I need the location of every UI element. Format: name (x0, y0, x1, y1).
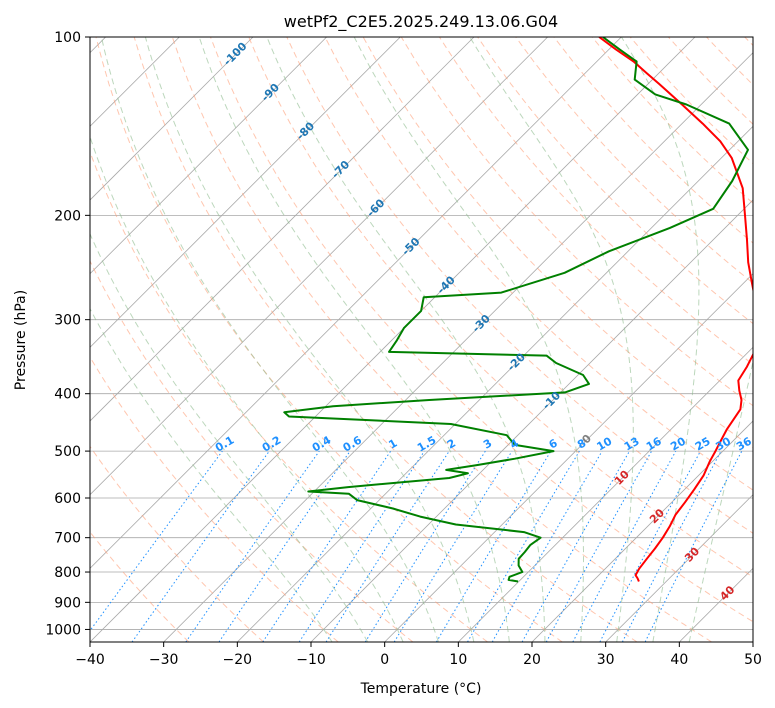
x-tick-label: 10 (449, 652, 467, 668)
tick-layer: −40 −30 −20 −10 0 10 20 30 40 50 100 200 300 400 500 60… (45, 30, 762, 668)
y-tick-label: 700 (54, 531, 81, 547)
y-tick-label: 600 (54, 491, 81, 507)
temperature-profile-line (598, 37, 753, 582)
dry-adiabat (324, 37, 753, 491)
moist-adiabat (144, 37, 475, 642)
moist-adiabat (266, 37, 546, 642)
dry-adiabat (210, 37, 753, 623)
isotherm-line (458, 346, 753, 642)
moist-adiabat (688, 359, 753, 642)
mixing-ratio-label: 36 (734, 434, 754, 453)
dry-adiabat (90, 259, 414, 642)
isotherm-line (605, 494, 753, 642)
dry-adiabat (248, 37, 753, 578)
moist-adiabat (90, 135, 404, 642)
mixing-ratio-line (90, 450, 223, 632)
y-tick-label: 400 (54, 387, 81, 403)
moist-adiabat (100, 37, 439, 642)
mixing-ratio-line (545, 450, 653, 642)
y-tick-label: 1000 (45, 622, 81, 638)
plot-frame (89, 36, 754, 643)
chart-title: wetPf2_C2E5.2025.249.13.06.G04 (284, 12, 558, 32)
mixing-ratio-line (572, 450, 677, 642)
y-tick-label: 800 (54, 565, 81, 581)
dry-adiabat (171, 37, 712, 642)
x-tick-label: −40 (75, 652, 105, 668)
isotherm-line (90, 37, 475, 422)
isotherm-line (90, 37, 622, 569)
mixing-ratio-line (298, 450, 425, 642)
grid-layer (90, 37, 753, 642)
moist-adiabat (353, 37, 584, 642)
isotherm-line (384, 273, 753, 642)
x-axis-label: Temperature (°C) (360, 681, 482, 697)
dry-adiabat (133, 37, 638, 642)
dry-adiabat (90, 445, 264, 642)
moist-adiabat (620, 37, 700, 642)
y-tick-label: 100 (54, 30, 81, 46)
isotherm-line (531, 420, 753, 642)
moist-adiabat (469, 37, 634, 642)
y-tick-label: 200 (54, 208, 81, 224)
mixing-ratio-line (325, 450, 450, 642)
x-tick-label: −20 (223, 652, 253, 668)
isotherm-line (90, 37, 401, 348)
dry-adiabat (95, 37, 563, 642)
mixing-ratio-line (262, 450, 392, 642)
dry-adiabat (286, 37, 753, 534)
y-tick-label: 500 (54, 444, 81, 460)
isotherm-line (90, 37, 696, 642)
isotherm-line (237, 125, 753, 642)
mixing-ratio-line (218, 450, 351, 642)
y-tick-label: 900 (54, 595, 81, 611)
moist-adiabat (90, 232, 369, 642)
mixing-ratio-line (644, 450, 743, 642)
y-tick-label: 300 (54, 313, 81, 329)
dewpoint-profile-line (283, 37, 749, 583)
x-tick-label: 20 (523, 652, 541, 668)
series-layer (283, 37, 753, 583)
x-tick-label: 40 (670, 652, 688, 668)
moist-adiabat (90, 307, 333, 642)
x-tick-label: −10 (296, 652, 326, 668)
mixing-ratio-line (521, 450, 630, 642)
isotherm-line (90, 37, 548, 496)
y-axis-label: Pressure (hPa) (13, 290, 29, 390)
isotherm-line (163, 52, 753, 642)
mixing-ratio-line (185, 450, 320, 642)
x-tick-label: −30 (149, 652, 179, 668)
moist-adiabat (198, 37, 510, 642)
mixing-ratio-line (393, 450, 513, 642)
isotherm-line (90, 37, 254, 201)
x-tick-label: 50 (744, 652, 762, 668)
isotherm-line (90, 37, 327, 275)
dry-adiabat (90, 356, 339, 642)
mixing-ratio-line (131, 450, 270, 642)
x-tick-label: 0 (380, 652, 389, 668)
x-tick-label: 30 (597, 652, 615, 668)
